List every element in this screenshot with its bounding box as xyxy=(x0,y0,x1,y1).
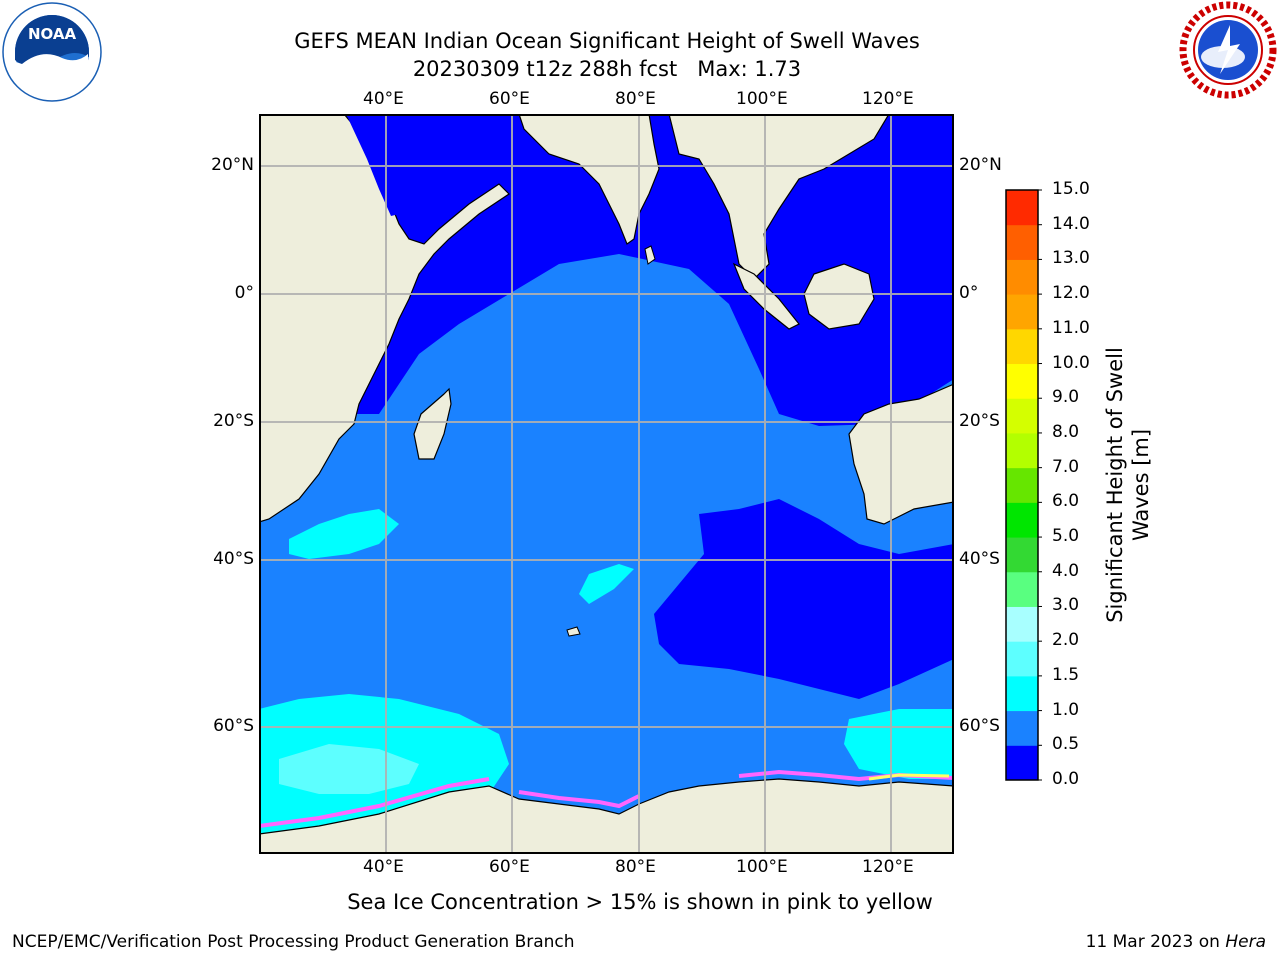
colorbar-tick-label: 2.0 xyxy=(1052,630,1080,651)
colorbar-tick-label: 1.0 xyxy=(1052,699,1080,720)
colorbar-segment xyxy=(1006,328,1038,365)
sea-ice-yellow-east xyxy=(868,773,950,781)
colorbar-segment xyxy=(1006,710,1038,746)
colorbar-tick-label: 8.0 xyxy=(1052,421,1080,442)
colorbar-segment xyxy=(1006,224,1038,260)
land-india xyxy=(518,114,660,245)
colorbar-tick-label: 13.0 xyxy=(1052,248,1090,269)
lon-label-bottom-80e: 80°E xyxy=(615,857,656,877)
colorbar-label-line-2: Waves [m] xyxy=(1129,428,1153,542)
lon-label-bottom-40e: 40°E xyxy=(363,857,404,877)
colorbar-segment xyxy=(1006,606,1038,642)
land-africa-arabia xyxy=(259,114,510,523)
colorbar-tick-label: 0.5 xyxy=(1052,734,1080,755)
lon-label-top-60e: 60°E xyxy=(489,89,530,109)
land-sumatra xyxy=(732,262,800,330)
colorbar-tick-label: 10.0 xyxy=(1052,352,1090,373)
ocean-moderate-swell-southeast xyxy=(844,709,954,779)
national-weather-service-logo-icon xyxy=(1178,0,1278,100)
lat-label-right-40s: 40°S xyxy=(959,549,1000,569)
colorbar-tick-label: 15.0 xyxy=(1052,179,1090,199)
swell-wave-map xyxy=(259,114,954,854)
land-madagascar xyxy=(413,387,452,460)
title-line-1: GEFS MEAN Indian Ocean Significant Heigh… xyxy=(294,29,920,53)
lon-label-bottom-100e: 100°E xyxy=(736,857,788,877)
colorbar-segment xyxy=(1006,398,1038,434)
colorbar-segment xyxy=(1006,675,1038,712)
lat-label-left-20s: 20°S xyxy=(213,411,254,431)
colorbar-tick-label: 3.0 xyxy=(1052,595,1080,616)
lat-label-right-20n: 20°N xyxy=(959,155,1002,175)
ocean-moderate-swell-patch-1 xyxy=(289,509,399,559)
sea-ice-rim-west xyxy=(259,777,490,828)
map-frame xyxy=(259,114,954,854)
colorbar-segment xyxy=(1006,259,1038,295)
lon-label-top-100e: 100°E xyxy=(736,89,788,109)
colorbar-label: Significant Height of Swell Waves [m] xyxy=(1102,347,1154,623)
lat-label-left-40s: 40°S xyxy=(213,549,254,569)
colorbar-segment xyxy=(1006,745,1038,781)
colorbar-segment xyxy=(1006,467,1038,503)
lat-label-left-20n: 20°N xyxy=(211,155,254,175)
colorbar-tick-label: 6.0 xyxy=(1052,491,1080,512)
lon-label-bottom-60e: 60°E xyxy=(489,857,530,877)
colorbar-segment xyxy=(1006,502,1038,538)
sea-ice-caption: Sea Ice Concentration > 15% is shown in … xyxy=(347,890,933,914)
lon-label-top-40e: 40°E xyxy=(363,89,404,109)
lat-label-right-0: 0° xyxy=(959,283,979,303)
lat-label-right-60s: 60°S xyxy=(959,716,1000,736)
footer-date: 11 Mar 2023 on Hera xyxy=(1086,932,1266,952)
sea-ice-rim-center xyxy=(518,790,640,809)
colorbar-segment xyxy=(1006,363,1038,399)
colorbar-label-line-1: Significant Height of Swell xyxy=(1103,347,1127,623)
gridlines xyxy=(259,114,954,854)
colorbar-tick-label: 0.0 xyxy=(1052,769,1080,789)
lon-label-top-80e: 80°E xyxy=(615,89,656,109)
svg-text:NOAA: NOAA xyxy=(28,25,77,43)
colorbar-segment xyxy=(1006,432,1038,469)
land-australia xyxy=(848,383,954,525)
colorbar-tick-label: 14.0 xyxy=(1052,213,1090,234)
land-kerguelen xyxy=(566,626,581,637)
colorbar-tick-label: 11.0 xyxy=(1052,317,1090,338)
footer-credit: NCEP/EMC/Verification Post Processing Pr… xyxy=(12,932,575,952)
lon-label-top-120e: 120°E xyxy=(862,89,914,109)
ocean-moderate-swell-patch-2 xyxy=(579,564,634,604)
colorbar-segment xyxy=(1006,294,1038,330)
colorbar-segment xyxy=(1006,190,1038,226)
colorbar-tick-label: 1.5 xyxy=(1052,664,1080,685)
colorbar-segment xyxy=(1006,537,1038,573)
land-borneo xyxy=(803,263,875,330)
land-sri-lanka xyxy=(644,245,656,265)
colorbar-frame xyxy=(1005,189,1039,781)
ocean-low-swell-southeast xyxy=(654,499,954,699)
land-antarctica xyxy=(259,778,954,854)
lon-label-bottom-120e: 120°E xyxy=(862,857,914,877)
land-southeast-asia xyxy=(668,114,890,280)
ocean-higher-swell-patch xyxy=(279,744,419,794)
colorbar-tick-label: 4.0 xyxy=(1052,560,1080,581)
footer-host: Hera xyxy=(1225,932,1266,952)
map-title: GEFS MEAN Indian Ocean Significant Heigh… xyxy=(0,27,1214,83)
lat-label-left-0: 0° xyxy=(234,283,254,303)
colorbar-tick-label: 5.0 xyxy=(1052,526,1080,547)
footer-date-text: 11 Mar 2023 on xyxy=(1085,932,1226,952)
colorbar-segment xyxy=(1006,641,1038,677)
colorbar-segment xyxy=(1006,571,1038,607)
colorbar-tick-label: 7.0 xyxy=(1052,456,1080,477)
lat-label-right-20s: 20°S xyxy=(959,411,1000,431)
title-line-2: 20230309 t12z 288h fcst Max: 1.73 xyxy=(412,57,802,81)
colorbar-tick-label: 9.0 xyxy=(1052,387,1080,408)
lat-label-left-60s: 60°S xyxy=(213,716,254,736)
noaa-logo-icon: NOAA xyxy=(2,2,102,102)
colorbar xyxy=(1005,189,1042,781)
colorbar-tick-label: 12.0 xyxy=(1052,283,1090,304)
